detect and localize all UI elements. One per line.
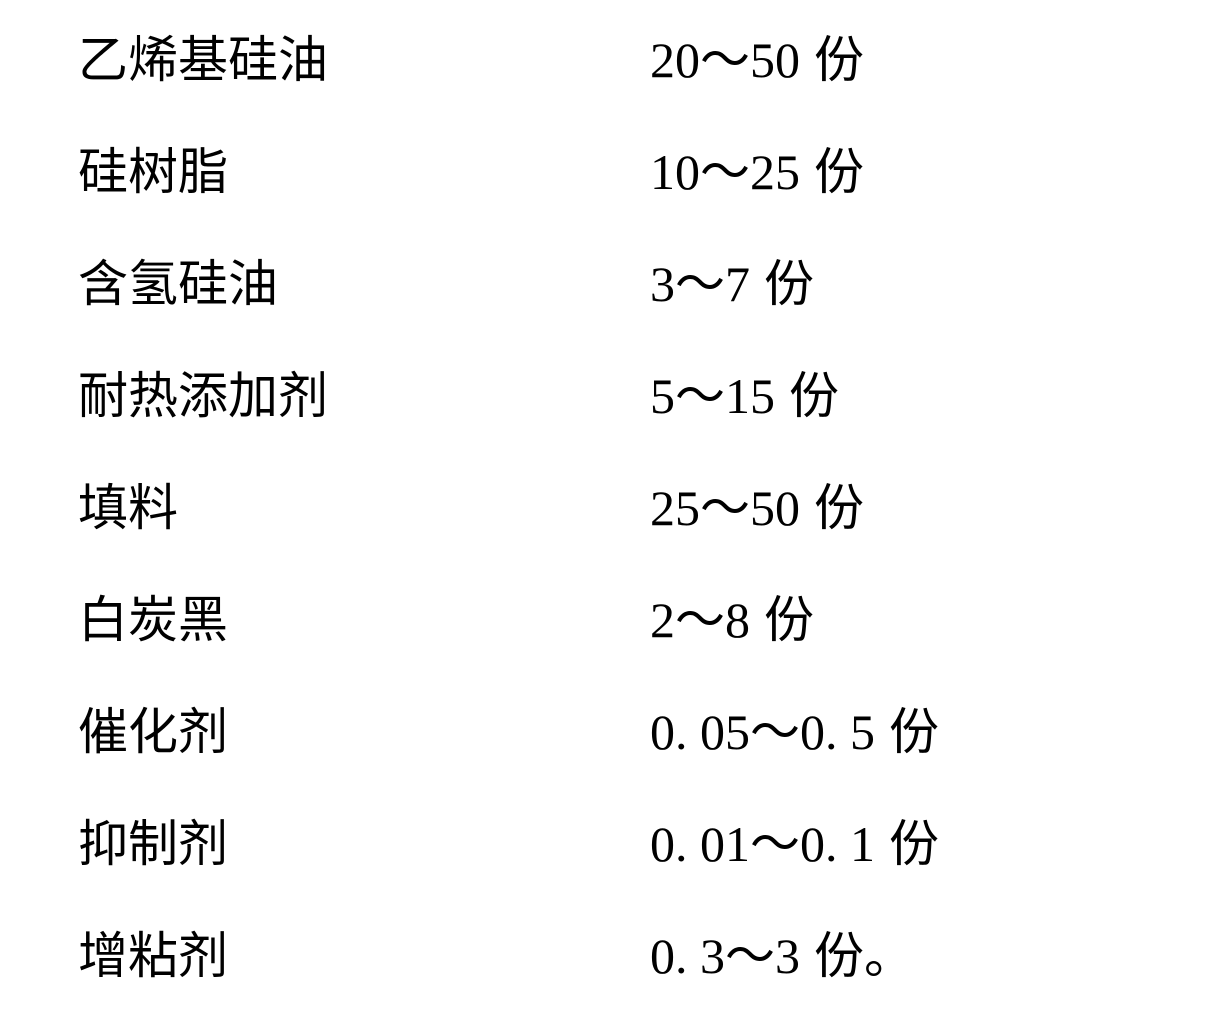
ingredient-amount: 0. 01～0. 1 (650, 816, 875, 872)
ingredient-unit: 份 (814, 480, 864, 536)
ingredient-unit: 份 (789, 368, 839, 424)
ingredient-label: 白炭黑 (78, 580, 228, 652)
ingredient-amount: 3～7 (650, 256, 750, 312)
ingredient-label: 乙烯基硅油 (78, 20, 328, 92)
ingredient-list: 乙烯基硅油 20～50份 硅树脂 10～25份 含氢硅油 3～7份 耐热添加剂 … (0, 0, 1225, 1027)
ingredient-value: 2～8份 (650, 580, 814, 652)
ingredient-value: 20～50份 (650, 20, 864, 92)
ingredient-value: 0. 3～3份。 (650, 916, 914, 988)
ingredient-unit: 份 (814, 144, 864, 200)
row-suffix: 。 (864, 928, 914, 984)
ingredient-value: 25～50份 (650, 468, 864, 540)
ingredient-amount: 0. 3～3 (650, 928, 800, 984)
ingredient-unit: 份 (814, 928, 864, 984)
ingredient-label: 耐热添加剂 (78, 356, 328, 428)
ingredient-amount: 2～8 (650, 592, 750, 648)
ingredient-amount: 10～25 (650, 144, 800, 200)
ingredient-amount: 5～15 (650, 368, 775, 424)
ingredient-value: 3～7份 (650, 244, 814, 316)
ingredient-label: 硅树脂 (78, 132, 228, 204)
ingredient-unit: 份 (764, 592, 814, 648)
ingredient-unit: 份 (889, 816, 939, 872)
ingredient-unit: 份 (889, 704, 939, 760)
ingredient-value: 0. 05～0. 5份 (650, 692, 939, 764)
ingredient-amount: 25～50 (650, 480, 800, 536)
ingredient-amount: 20～50 (650, 32, 800, 88)
ingredient-unit: 份 (764, 256, 814, 312)
ingredient-value: 0. 01～0. 1份 (650, 804, 939, 876)
ingredient-label: 抑制剂 (78, 804, 228, 876)
ingredient-label: 含氢硅油 (78, 244, 278, 316)
ingredient-label: 催化剂 (78, 692, 228, 764)
ingredient-value: 10～25份 (650, 132, 864, 204)
ingredient-label: 填料 (78, 468, 178, 540)
ingredient-label: 增粘剂 (78, 916, 228, 988)
ingredient-amount: 0. 05～0. 5 (650, 704, 875, 760)
ingredient-value: 5～15份 (650, 356, 839, 428)
ingredient-unit: 份 (814, 32, 864, 88)
